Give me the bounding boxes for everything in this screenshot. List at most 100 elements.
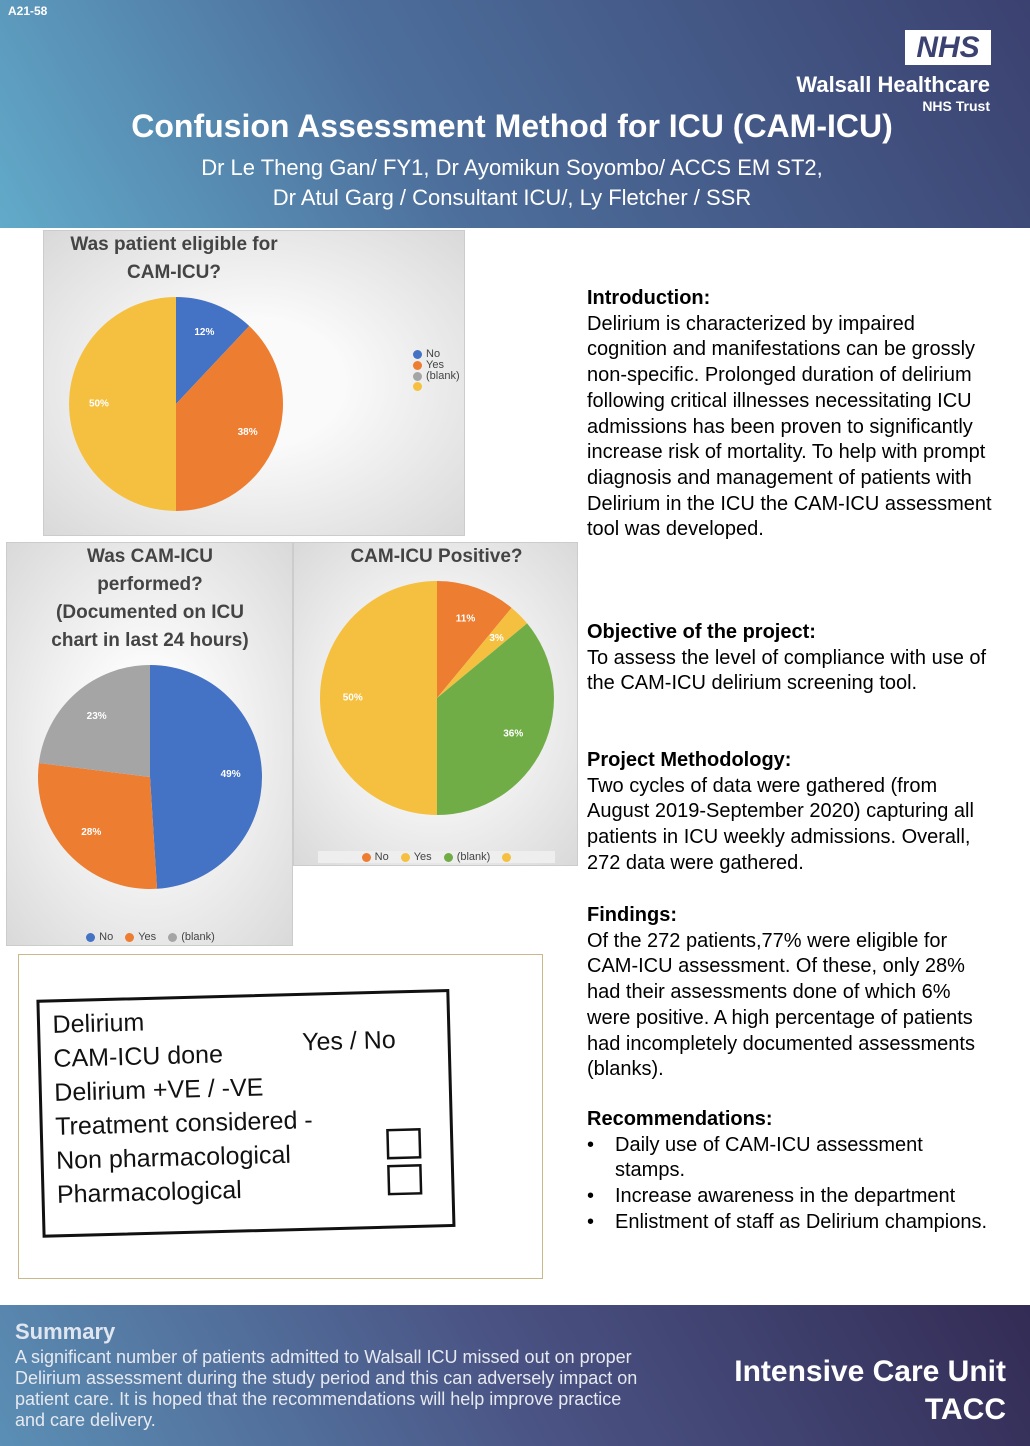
legend-item: No <box>413 349 440 360</box>
title: Confusion Assessment Method for ICU (CAM… <box>131 108 893 144</box>
bullet: • <box>587 1133 595 1156</box>
pie-slice <box>150 665 262 889</box>
list-item-text: Daily use of CAM-ICU assessment stamps. <box>615 1133 923 1182</box>
stamp-yes-no: Yes / No <box>302 1026 396 1056</box>
legend: No Yes (blank) <box>7 931 294 943</box>
legend-item: Yes <box>413 360 444 371</box>
chart-title: CAM-ICU Positive? <box>350 546 523 567</box>
legend-swatch <box>443 852 453 862</box>
org-name: Walsall Healthcare <box>796 72 990 97</box>
section-heading: Recommendations: <box>587 1108 773 1130</box>
data-label: 3% <box>489 633 504 644</box>
list-item: • Enlistment of staff as Delirium champio… <box>587 1210 997 1236</box>
stamp-line: CAM-ICU done <box>53 1040 223 1072</box>
bullet: • <box>587 1210 595 1233</box>
stamp-border <box>36 988 456 1238</box>
footer: Summary A significant number of patients… <box>0 1305 1030 1446</box>
legend-item: Yes <box>400 851 432 863</box>
pie-slice <box>176 326 283 511</box>
legend-swatch <box>168 932 178 942</box>
list-item: • Daily use of CAM-ICU assessment stamps. <box>587 1133 997 1184</box>
data-label: 12% <box>194 327 214 338</box>
legend-swatch <box>361 852 371 862</box>
data-label: 11% <box>456 613 476 624</box>
legend-label: Yes <box>138 931 157 943</box>
pie-slice <box>437 623 554 815</box>
stamp-line: Treatment considered - <box>55 1106 313 1141</box>
nhs-logo: NHS <box>905 30 991 65</box>
legend-item: (blank) <box>168 931 215 943</box>
pie-chart: CAM-ICU Positive? 11% 3% 36% 50% No Yes (blank… <box>293 542 578 866</box>
legend-label: No <box>426 348 441 360</box>
section: Objective of the project: To assess the l… <box>587 620 997 697</box>
section-text: Two cycles of data were gathered (from A… <box>587 774 974 874</box>
data-label: 50% <box>343 693 363 704</box>
stamp-line: Delirium +VE / -VE <box>54 1073 264 1106</box>
legend-label: No <box>99 931 114 943</box>
checkbox <box>387 1164 423 1196</box>
stamp-line: Pharmacological <box>57 1176 242 1209</box>
pie-plot: 12% 38% 50% <box>69 297 283 511</box>
stamp-image: Delirium CAM-ICU done Delirium +VE / -VE Tr… <box>18 954 543 1279</box>
legend-item: Yes <box>125 931 156 943</box>
section-text: To assess the level of compliance with u… <box>587 646 987 695</box>
org-trust: NHS Trust <box>922 98 990 114</box>
chart-title: Was CAM-ICU performed? (Documented on IC… <box>51 546 249 651</box>
legend: No Yes (blank) <box>318 851 555 863</box>
header: A21-58 NHS Walsall Healthcare NHS Trust … <box>0 0 1030 228</box>
summary-text: A significant number of patients admitte… <box>15 1347 638 1430</box>
pie-slice <box>320 581 437 815</box>
data-label: 36% <box>503 729 523 740</box>
legend-label: (blank) <box>456 851 491 863</box>
summary-heading: Summary <box>15 1319 116 1344</box>
pie-chart: Was CAM-ICU performed? (Documented on IC… <box>6 542 293 946</box>
pie-slice <box>69 297 176 511</box>
list-item: • Increase awareness in the department <box>587 1184 997 1210</box>
legend-swatch <box>400 852 410 862</box>
pie-plot: 11% 3% 36% 50% <box>320 581 554 815</box>
pie-slice <box>437 607 528 698</box>
section: Introduction: Delirium is characterized b… <box>587 286 997 543</box>
stamp-line: Non pharmacological <box>56 1141 292 1175</box>
stamp-line: Delirium <box>52 1009 144 1039</box>
list-item-text: Increase awareness in the department <box>615 1185 956 1208</box>
legend: No Yes (blank) <box>413 349 460 391</box>
legend-swatch <box>86 932 96 942</box>
data-label: 50% <box>89 399 109 410</box>
data-label: 28% <box>81 827 101 838</box>
poster-code: A21-58 <box>8 4 48 18</box>
pie-slice <box>437 581 512 698</box>
legend-item: (blank) <box>443 851 491 863</box>
dept-name: TACC <box>924 1393 1006 1426</box>
legend-item <box>413 382 422 391</box>
legend-swatch <box>413 350 422 359</box>
legend-item: No <box>361 851 389 863</box>
section: Findings: Of the 272 patients,77% were el… <box>587 903 997 1083</box>
section-heading: Objective of the project: <box>587 621 816 643</box>
legend-swatch <box>413 382 422 391</box>
list-item-text: Enlistment of staff as Delirium champion… <box>615 1210 988 1233</box>
section-text: Of the 272 patients,77% were eligible fo… <box>587 929 975 1081</box>
section-heading: Project Methodology: <box>587 749 792 771</box>
data-label: 38% <box>238 427 258 438</box>
pie-plot: 49% 28% 23% <box>38 665 262 889</box>
pie-slice <box>176 297 250 404</box>
legend-label: No <box>374 851 389 863</box>
checkbox <box>386 1128 422 1160</box>
unit-name: Intensive Care Unit <box>734 1355 1006 1388</box>
legend-swatch <box>125 932 135 942</box>
chart-title: Was patient eligible for CAM-ICU? <box>70 234 278 283</box>
authors: Dr Atul Garg / Consultant ICU/, Ly Fletc… <box>272 185 752 210</box>
legend-item: (blank) <box>413 371 460 382</box>
legend-label: (blank) <box>426 370 460 382</box>
pie-slice <box>38 665 150 777</box>
legend-label: Yes <box>413 851 432 863</box>
legend-swatch <box>413 372 422 381</box>
legend-item: No <box>86 931 113 943</box>
section-heading: Findings: <box>587 904 677 926</box>
section: Recommendations: • Daily use of CAM-ICU as… <box>587 1107 997 1236</box>
legend-item <box>502 852 512 862</box>
section-text: Delirium is characterized by impaired co… <box>587 312 992 541</box>
